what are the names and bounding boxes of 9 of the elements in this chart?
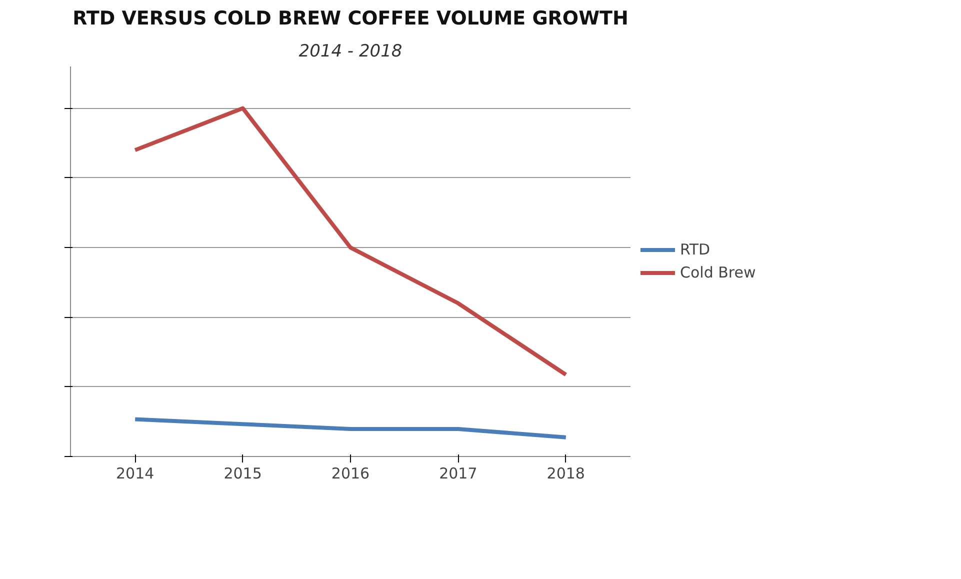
- chart-title: RTD VERSUS COLD BREW COFFEE VOLUME GROWTH: [72, 8, 628, 30]
- chart-subtitle: 2014 - 2018: [298, 42, 402, 62]
- x-tick-label: 2014: [116, 464, 154, 482]
- x-tick-label: 2016: [331, 464, 370, 482]
- x-tick-label: 2015: [224, 464, 262, 482]
- x-tick-label: 2018: [546, 464, 585, 482]
- legend-label: RTD: [680, 240, 710, 258]
- legend-label: Cold Brew: [680, 264, 756, 282]
- x-tick-label: 2017: [439, 464, 478, 482]
